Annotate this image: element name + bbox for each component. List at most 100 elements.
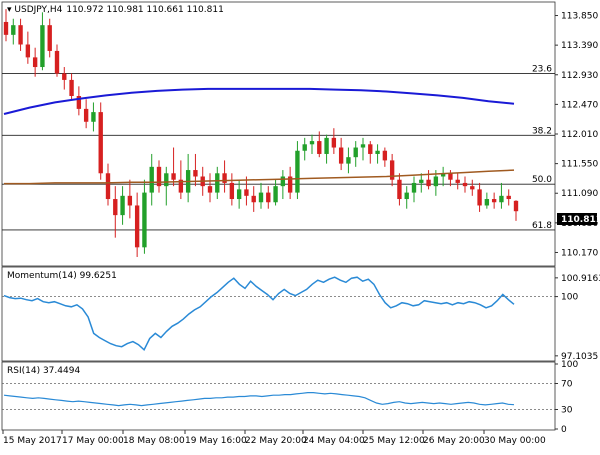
candle-body: [470, 186, 475, 190]
candle[interactable]: [317, 131, 322, 158]
momentum-line: [3, 276, 515, 352]
candle[interactable]: [382, 147, 388, 167]
candle[interactable]: [346, 147, 351, 174]
candle[interactable]: [47, 18, 52, 58]
candle-body: [193, 170, 198, 177]
candle[interactable]: [353, 141, 358, 167]
candle[interactable]: [105, 163, 111, 206]
candle[interactable]: [440, 166, 446, 187]
candle[interactable]: [142, 179, 147, 254]
candle[interactable]: [149, 153, 154, 206]
rsi-panel[interactable]: RSI(14) 37.4494 100 70 30 0: [1, 360, 578, 435]
candle[interactable]: [462, 176, 468, 193]
rsi-tick-label: 30: [561, 406, 573, 416]
fibonacci-label: 61.8: [532, 221, 552, 231]
candle[interactable]: [244, 176, 249, 206]
candle[interactable]: [411, 176, 417, 203]
candle[interactable]: [302, 137, 307, 161]
candle[interactable]: [491, 192, 497, 209]
candle[interactable]: [54, 44, 60, 77]
candle[interactable]: [295, 141, 300, 200]
candle[interactable]: [83, 99, 89, 129]
price-panel[interactable]: 23.6 38.2 50.0 61.8 ▾ USDJPY,H4 110.972 110.…: [1, 1, 600, 267]
candle[interactable]: [3, 9, 9, 42]
candle[interactable]: [113, 186, 118, 238]
candle[interactable]: [120, 186, 125, 225]
candle-body: [207, 186, 213, 193]
candle[interactable]: [62, 67, 67, 90]
candle-body: [40, 25, 45, 68]
candle[interactable]: [455, 173, 460, 190]
candle[interactable]: [25, 31, 31, 64]
candle[interactable]: [76, 86, 82, 116]
rsi-axis: 100 70 30 0: [555, 360, 578, 435]
candle[interactable]: [404, 186, 409, 209]
candle[interactable]: [499, 182, 504, 209]
candle[interactable]: [287, 166, 293, 200]
dropdown-arrow-icon: ▾: [7, 5, 14, 15]
candle[interactable]: [419, 173, 424, 193]
candle[interactable]: [273, 179, 278, 206]
candle[interactable]: [171, 147, 176, 187]
candle[interactable]: [513, 200, 519, 221]
rsi-title: RSI(14) 37.4494: [7, 366, 80, 376]
candle[interactable]: [40, 12, 45, 71]
moving-average-fast-line: [3, 87, 515, 115]
candle[interactable]: [156, 160, 162, 193]
candle[interactable]: [389, 153, 395, 187]
candle-body: [266, 192, 271, 203]
candle[interactable]: [222, 160, 227, 193]
candle[interactable]: [98, 102, 103, 180]
candle[interactable]: [470, 179, 475, 196]
candle[interactable]: [207, 173, 213, 203]
candle-body: [32, 57, 38, 68]
candle[interactable]: [178, 160, 184, 200]
candle[interactable]: [484, 192, 490, 209]
candle[interactable]: [397, 173, 402, 206]
candle[interactable]: [91, 102, 96, 132]
candle[interactable]: [215, 166, 220, 200]
candle[interactable]: [164, 166, 169, 206]
candle[interactable]: [266, 186, 271, 209]
time-tick-label: 26 May 20:00: [423, 436, 485, 446]
time-axis: 15 May 2017 17 May 00:00 18 May 08:00 19 Ma…: [2, 430, 546, 446]
moving-average-slow-line: [4, 169, 515, 185]
candle[interactable]: [18, 18, 23, 51]
candle[interactable]: [251, 186, 256, 212]
candles[interactable]: [3, 9, 519, 257]
price-tick-label: 112.010: [561, 130, 598, 140]
candle-body: [47, 25, 52, 51]
candle-body: [462, 182, 468, 187]
candle[interactable]: [69, 73, 74, 100]
time-tick-label: 25 May 12:00: [363, 436, 425, 446]
time-tick-label: 22 May 20:00: [245, 436, 307, 446]
candle-body: [171, 173, 176, 180]
candle[interactable]: [11, 18, 16, 45]
time-tick-label: 17 May 00:00: [62, 436, 124, 446]
candle[interactable]: [32, 47, 38, 77]
candle[interactable]: [134, 192, 140, 257]
candle[interactable]: [426, 170, 431, 190]
candle[interactable]: [338, 137, 344, 171]
candle[interactable]: [375, 144, 380, 164]
candle-body: [142, 192, 147, 248]
candle[interactable]: [229, 173, 235, 206]
candle[interactable]: [258, 182, 264, 209]
candle[interactable]: [309, 134, 315, 154]
candle[interactable]: [506, 189, 511, 206]
candle[interactable]: [477, 182, 482, 212]
candle[interactable]: [324, 134, 329, 164]
candle[interactable]: [331, 128, 337, 154]
candle-body: [433, 176, 439, 187]
candle[interactable]: [368, 141, 373, 164]
candle[interactable]: [127, 179, 133, 219]
momentum-panel[interactable]: Momentum(14) 99.6251 100.9163 100 97.1035: [1, 266, 600, 362]
candle[interactable]: [280, 170, 286, 200]
candle[interactable]: [236, 179, 242, 209]
candle[interactable]: [360, 137, 366, 161]
ohlc-label: 110.972 110.981 110.661 110.811: [66, 5, 223, 15]
candle-body: [287, 176, 293, 193]
candle-body: [419, 179, 424, 183]
current-price-box: [557, 213, 597, 225]
